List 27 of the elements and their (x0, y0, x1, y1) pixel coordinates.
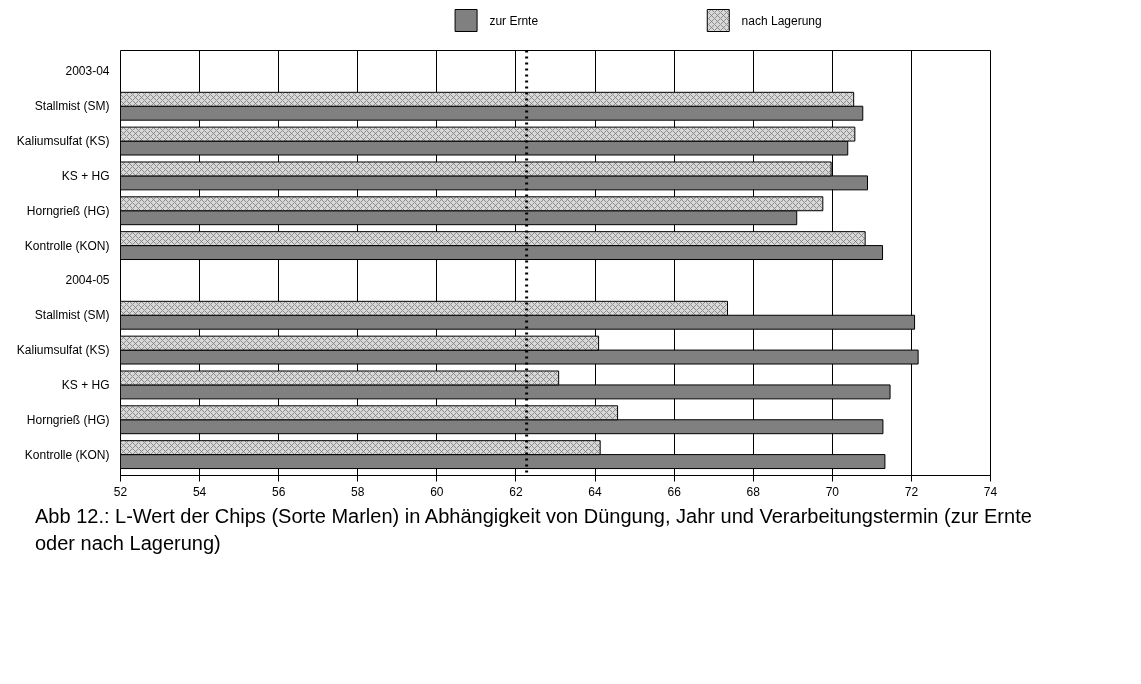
y-tick-label: Stallmist (SM) (34, 308, 110, 323)
x-tick-label: 62 (509, 484, 523, 499)
x-tick-label: 64 (588, 484, 603, 499)
legend-label: nach Lagerung (741, 13, 822, 28)
y-tick-label: 2004-05 (65, 273, 110, 288)
y-tick-label: Horngrieß (HG) (26, 203, 110, 218)
x-tick-label: 56 (272, 484, 286, 499)
x-tick-label: 70 (825, 484, 840, 499)
y-tick-label: KS + HG (61, 168, 110, 183)
y-tick-label: 2003-04 (65, 64, 110, 79)
x-tick-label: 68 (746, 484, 761, 499)
y-tick-label: Kontrolle (KON) (24, 447, 110, 462)
legend-label: zur Ernte (489, 13, 539, 28)
y-tick-label: Stallmist (SM) (34, 99, 110, 114)
y-tick-label: Kaliumsulfat (KS) (16, 134, 110, 149)
x-tick-label: 74 (983, 484, 998, 499)
caption: Abb 12.: L-Wert der Chips (Sorte Marlen) in Abhängigkeit von Düngung, Jahr und Verarbeitungstermin (zur Ernte oder nach Lagerung) (35, 504, 1033, 556)
y-tick-label: Kontrolle (KON) (24, 238, 110, 253)
x-tick-label: 54 (192, 484, 207, 499)
y-tick-label: Horngrieß (HG) (26, 412, 110, 427)
y-tick-label: Kaliumsulfat (KS) (16, 343, 110, 358)
x-tick-label: 66 (667, 484, 682, 499)
x-tick-label: 60 (430, 484, 444, 499)
x-tick-label: 52 (113, 484, 128, 499)
x-tick-label: 72 (904, 484, 919, 499)
x-tick-label: 58 (351, 484, 365, 499)
y-tick-label: KS + HG (61, 377, 110, 392)
